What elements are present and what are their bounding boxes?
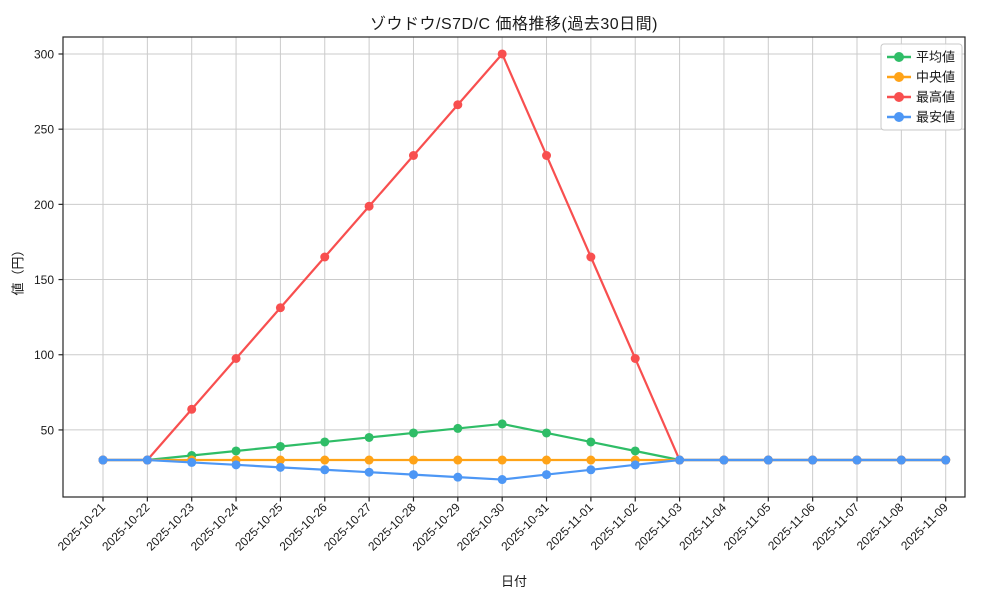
data-point-average [408,428,418,438]
data-point-average [497,419,507,429]
legend-item-min: 最安値 [887,110,955,125]
series-line-min [101,458,947,481]
x-tick-label: 2025-10-31 [498,500,552,554]
data-point-median [408,455,418,465]
data-point-max [231,354,241,364]
data-point-min [320,465,330,475]
plot-border [62,36,966,498]
data-point-min [542,470,552,480]
data-point-median [542,455,552,465]
legend-box [880,43,963,131]
legend-label: 最高値 [916,90,955,105]
data-point-min [497,475,507,485]
data-point-min [586,465,596,475]
legend-item-max: 最高値 [887,90,955,105]
legend-marker-dot [894,52,904,62]
y-tick-label: 50 [41,423,55,437]
y-tick-label: 100 [34,348,54,362]
data-point-average [630,446,640,456]
data-point-max [320,252,330,262]
legend-marker-dot [894,72,904,82]
data-point-min [941,455,951,465]
data-point-max [364,201,374,211]
data-point-min [275,462,285,472]
data-point-min [896,455,906,465]
data-point-min [364,467,374,477]
data-point-min [142,455,152,465]
data-point-min [852,455,862,465]
data-point-max [275,303,285,313]
data-point-average [275,441,285,451]
data-point-min [453,472,463,482]
data-point-min [675,455,685,465]
data-point-average [453,423,463,433]
data-point-average [542,428,552,438]
data-point-max [542,150,552,160]
data-point-min [808,455,818,465]
chart-title: ゾウドウ/S7D/C 価格推移(過去30日間) [370,16,658,33]
data-point-max [586,252,596,262]
data-point-max [453,100,463,110]
data-point-max [187,404,197,414]
legend-item-average: 平均値 [887,50,955,65]
legend-label: 中央値 [916,70,955,85]
data-point-min [630,460,640,470]
data-point-median [497,455,507,465]
data-point-min [231,460,241,470]
data-point-min [719,455,729,465]
legend-label: 平均値 [916,50,955,65]
data-point-max [497,49,507,59]
data-point-min [98,455,108,465]
y-tick-label: 250 [34,123,54,137]
y-tick-label: 150 [34,273,54,287]
data-point-min [763,455,773,465]
data-point-max [408,150,418,160]
data-point-median [275,455,285,465]
data-point-max [630,354,640,364]
data-point-median [453,455,463,465]
data-point-average [586,437,596,447]
x-axis-label: 日付 [500,574,527,589]
y-tick-label: 200 [34,198,54,212]
data-point-average [231,446,241,456]
data-point-min [408,470,418,480]
series-line-max [101,52,947,462]
data-point-average [364,432,374,442]
data-point-median [586,455,596,465]
x-tick-label: 2025-11-09 [898,500,951,553]
data-point-min [187,457,197,467]
data-point-median [320,455,330,465]
legend-label: 最安値 [916,110,955,125]
series-line-average [101,422,947,462]
y-tick-label: 300 [34,47,54,61]
legend-item-median: 中央値 [887,70,955,85]
legend-marker-dot [894,112,904,122]
data-point-average [320,437,330,447]
data-point-median [364,455,374,465]
y-axis-label: 値（円） [10,243,26,296]
legend-marker-dot [894,92,904,102]
